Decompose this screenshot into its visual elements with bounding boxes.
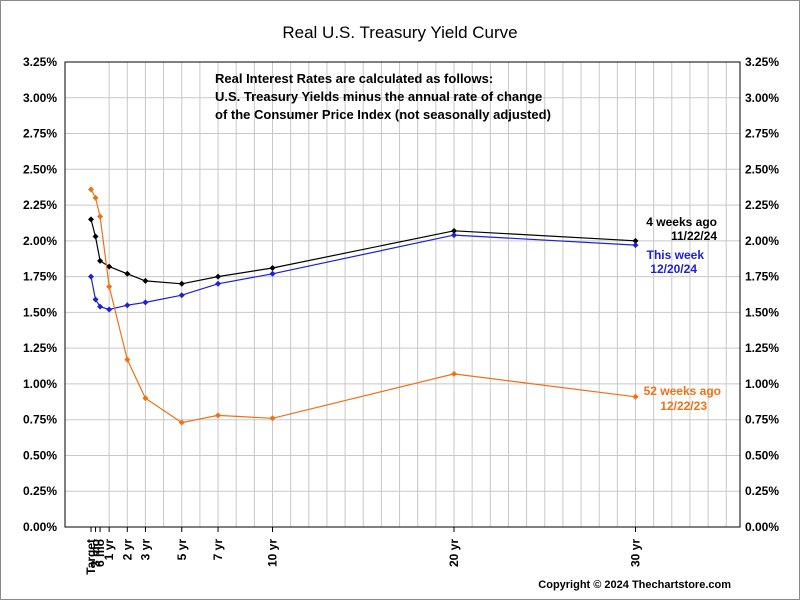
x-tick-label: 30 yr — [629, 539, 643, 567]
data-point-marker — [178, 292, 185, 299]
y-tick-label-right: 0.25% — [745, 484, 779, 498]
y-tick-label-left: 2.25% — [23, 198, 57, 212]
x-tick-label: 3 mo — [89, 539, 103, 567]
data-point-marker — [97, 257, 104, 264]
data-point-marker — [451, 370, 457, 377]
data-point-marker — [269, 415, 276, 422]
y-tick-label-left: 0.25% — [23, 484, 57, 498]
data-point-marker — [106, 283, 113, 290]
data-point-marker — [124, 270, 131, 277]
y-tick-label-left: 2.00% — [23, 234, 57, 248]
y-axis-left: 0.00% 0.25% 0.50% 0.75% 1.00% 1.25% 1.50% 1.75%… — [23, 55, 57, 534]
y-tick-label-right: 2.50% — [745, 162, 779, 176]
data-point-marker — [178, 280, 185, 287]
data-point-marker — [632, 393, 639, 400]
y-tick-label-left: 1.00% — [23, 377, 57, 391]
y-tick-label-right: 1.50% — [745, 305, 779, 319]
data-point-marker — [142, 277, 149, 284]
x-tick-label: 1 yr — [102, 539, 116, 561]
data-point-marker — [178, 419, 185, 426]
data-point-marker — [88, 273, 94, 280]
x-tick-label: Target — [84, 539, 98, 575]
y-tick-label-left: 1.50% — [23, 305, 57, 319]
data-point-marker — [97, 303, 104, 310]
y-tick-label-left: 1.75% — [23, 270, 57, 284]
note-line-2: U.S. Treasury Yields minus the annual ra… — [215, 89, 542, 104]
y-tick-label-left: 1.25% — [23, 341, 57, 355]
label-this-week-date: 12/20/24 — [650, 262, 697, 276]
data-point-marker — [88, 186, 94, 193]
y-tick-label-right: 2.25% — [745, 198, 779, 212]
y-axis-right: 0.00% 0.25% 0.50% 0.75% 1.00% 1.25% 1.50% 1.75%… — [745, 55, 779, 534]
data-point-marker — [215, 412, 222, 419]
y-tick-label-left: 3.25% — [23, 55, 57, 69]
data-point-marker — [124, 302, 131, 309]
x-tick-label: 20 yr — [447, 539, 461, 567]
data-point-marker — [124, 356, 131, 363]
data-point-marker — [632, 242, 639, 249]
plot-area-border — [64, 61, 741, 528]
data-point-marker — [142, 299, 149, 306]
data-point-marker — [142, 395, 149, 402]
y-tick-label-right: 0.50% — [745, 448, 779, 462]
x-tick-label: 3 yr — [138, 539, 152, 561]
y-tick-label-right: 3.25% — [745, 55, 779, 69]
label-4-weeks-ago-name: 4 weeks ago — [646, 215, 717, 229]
data-point-marker — [106, 306, 113, 313]
x-tick-label: 10 yr — [266, 539, 280, 567]
label-52-weeks-ago-date: 12/22/23 — [660, 399, 707, 413]
x-tick-label: 6 mo — [93, 539, 107, 567]
data-point-marker — [451, 232, 457, 239]
series-layer — [88, 186, 639, 426]
note-line-1: Real Interest Rates are calculated as fo… — [215, 71, 493, 86]
data-point-marker — [92, 194, 99, 201]
y-tick-label-right: 0.75% — [745, 413, 779, 427]
label-52-weeks-ago-name: 52 weeks ago — [644, 384, 721, 398]
label-4-weeks-ago-date: 11/22/24 — [671, 229, 717, 243]
data-point-marker — [92, 233, 99, 240]
data-point-marker — [451, 227, 457, 234]
y-tick-label-left: 0.00% — [23, 520, 57, 534]
y-tick-label-left: 0.50% — [23, 448, 57, 462]
series-labels: 4 weeks ago 11/22/24 This week 12/20/24 … — [644, 215, 721, 413]
data-point-marker — [92, 296, 99, 303]
x-tick-label: 7 yr — [211, 539, 225, 561]
x-tick-label: 5 yr — [175, 539, 189, 561]
data-point-marker — [632, 237, 639, 244]
grid-lines — [65, 62, 740, 527]
y-tick-label-right: 3.00% — [745, 91, 779, 105]
label-this-week-name: This week — [647, 248, 705, 262]
y-tick-label-right: 2.75% — [745, 127, 779, 141]
y-tick-label-left: 0.75% — [23, 413, 57, 427]
y-tick-label-left: 2.50% — [23, 162, 57, 176]
methodology-note: Real Interest Rates are calculated as fo… — [215, 71, 551, 122]
data-point-marker — [215, 273, 222, 280]
y-tick-label-right: 2.00% — [745, 234, 779, 248]
y-tick-label-right: 1.00% — [745, 377, 779, 391]
x-tick-label: 2 yr — [120, 539, 134, 561]
data-point-marker — [88, 216, 94, 223]
y-tick-label-right: 1.75% — [745, 270, 779, 284]
y-tick-label-right: 0.00% — [745, 520, 779, 534]
copyright-text: Copyright © 2024 Thechartstore.com — [538, 579, 731, 591]
note-line-3: of the Consumer Price Index (not seasona… — [215, 107, 551, 122]
data-point-marker — [269, 270, 276, 277]
data-point-marker — [269, 265, 276, 272]
data-point-marker — [97, 213, 104, 220]
chart-title: Real U.S. Treasury Yield Curve — [282, 23, 517, 42]
y-tick-label-right: 1.25% — [745, 341, 779, 355]
y-tick-label-left: 3.00% — [23, 91, 57, 105]
data-point-marker — [215, 280, 222, 287]
data-point-marker — [106, 263, 113, 270]
y-tick-label-left: 2.75% — [23, 127, 57, 141]
